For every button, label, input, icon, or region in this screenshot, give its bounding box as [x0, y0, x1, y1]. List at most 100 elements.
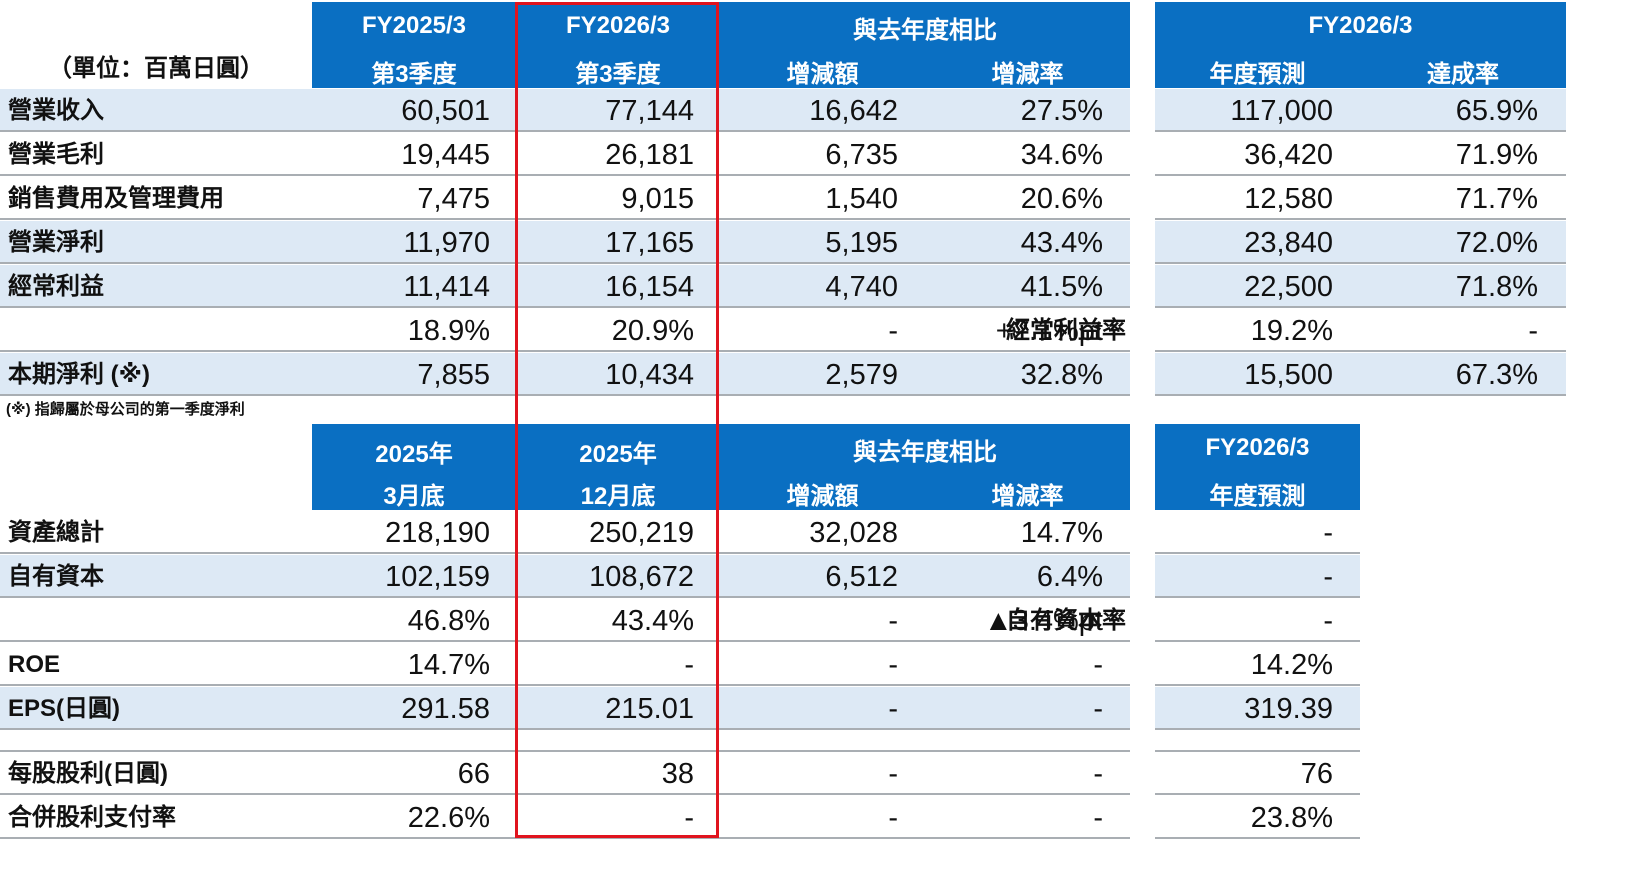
cell-fy2025-q3: 19,445: [401, 139, 490, 171]
row-label: 營業淨利: [8, 229, 104, 256]
row-label: 營業收入: [8, 97, 104, 124]
cell-achievement-rate: 71.7%: [1455, 183, 1538, 215]
cell-achievement-rate: 67.3%: [1455, 359, 1538, 391]
header-forecast-group: FY2026/3 年度預測 達成率: [1155, 2, 1566, 88]
cell-annual-forecast: 36,420: [1244, 139, 1333, 171]
cell-achievement-rate: 72.0%: [1455, 227, 1538, 259]
cell-fy2025-q3: 18.9%: [407, 315, 490, 347]
row-label: 銷售費用及管理費用: [8, 185, 224, 212]
header-change-amount: 增減額: [786, 61, 859, 88]
cell-2025-dec-end: -: [684, 649, 694, 681]
cell-change-amount: 6,735: [825, 139, 898, 171]
cell-achievement-rate: 65.9%: [1455, 95, 1538, 127]
row-label: 本期淨利 (※): [8, 361, 150, 388]
cell-annual-forecast: 22,500: [1244, 271, 1333, 303]
header-forecast-title: FY2026/3: [1308, 12, 1413, 39]
cell-2025-mar-end: 218,190: [385, 517, 490, 549]
cell-achievement-rate: 71.9%: [1455, 139, 1538, 171]
cell-change-rate: +2.1%pt: [995, 315, 1103, 347]
cell-2025-mar-end: 66: [457, 758, 490, 790]
header-yoy-group: 與去年度相比 增減額 增減率: [720, 2, 1130, 88]
row-label: 資產總計: [8, 519, 104, 546]
table-row-forecast: -: [1155, 599, 1360, 642]
header-line2: 年度預測: [1209, 483, 1306, 510]
table-row-forecast: 23,840 72.0%: [1155, 221, 1566, 264]
cell-change-amount: 4,740: [825, 271, 898, 303]
cell-change-amount: -: [888, 802, 898, 834]
cell-annual-forecast: 23.8%: [1250, 802, 1333, 834]
spacer-row: [1155, 731, 1360, 752]
cell-change-rate: 20.6%: [1020, 183, 1103, 215]
header-change-rate: 增減率: [991, 483, 1064, 510]
table-row: 每股股利(日圓) 66 38 - -: [0, 752, 1130, 795]
cell-2025-dec-end: 250,219: [589, 517, 694, 549]
cell-fy2025-q3: 60,501: [401, 95, 490, 127]
header-line2: 3月底: [383, 483, 445, 510]
cell-change-amount: -: [888, 649, 898, 681]
cell-2025-dec-end: -: [684, 802, 694, 834]
cell-change-amount: 6,512: [825, 561, 898, 593]
cell-change-amount: 32,028: [809, 517, 898, 549]
cell-change-amount: 2,579: [825, 359, 898, 391]
cell-achievement-rate: 71.8%: [1455, 271, 1538, 303]
cell-fy2025-q3: 7,855: [417, 359, 490, 391]
cell-fy2026-q3: 26,181: [605, 139, 694, 171]
unit-label: （單位：百萬日圓）: [48, 55, 264, 82]
header-2025-mar-end: 2025年 3月底: [312, 424, 516, 510]
table-row-forecast: -: [1155, 511, 1360, 554]
table-row: 營業毛利 19,445 26,181 6,735 34.6%: [0, 133, 1130, 176]
cell-change-rate: 41.5%: [1020, 271, 1103, 303]
cell-fy2026-q3: 10,434: [605, 359, 694, 391]
cell-annual-forecast: -: [1323, 605, 1333, 637]
cell-annual-forecast: -: [1323, 561, 1333, 593]
header-line1: FY2026/3: [565, 12, 671, 39]
cell-change-rate: 27.5%: [1020, 95, 1103, 127]
table-row-forecast: 19.2% -: [1155, 309, 1566, 352]
table-row: ROE 14.7% - - -: [0, 643, 1130, 686]
cell-change-amount: 16,642: [809, 95, 898, 127]
cell-fy2025-q3: 7,475: [417, 183, 490, 215]
cell-annual-forecast: -: [1323, 517, 1333, 549]
cell-annual-forecast: 19.2%: [1250, 315, 1333, 347]
cell-fy2025-q3: 11,970: [403, 227, 490, 259]
table-row-forecast: 76: [1155, 752, 1360, 795]
cell-fy2026-q3: 20.9%: [611, 315, 694, 347]
row-label: 經常利益率: [1006, 317, 1126, 344]
cell-2025-mar-end: 291.58: [401, 693, 490, 725]
header-line2: 第3季度: [575, 61, 661, 88]
header-achievement-rate: 達成率: [1427, 61, 1499, 88]
cell-annual-forecast: 12,580: [1244, 183, 1333, 215]
cell-annual-forecast: 319.39: [1244, 693, 1333, 725]
table-row-forecast: 14.2%: [1155, 643, 1360, 686]
cell-annual-forecast: 15,500: [1244, 359, 1333, 391]
cell-fy2026-q3: 17,165: [605, 227, 694, 259]
cell-2025-dec-end: 43.4%: [611, 605, 694, 637]
cell-achievement-rate: -: [1528, 315, 1538, 347]
cell-change-rate: 43.4%: [1020, 227, 1103, 259]
table-row-forecast: 319.39: [1155, 687, 1360, 730]
row-label: 自有資本: [8, 563, 104, 590]
table-row: 合併股利支付率 22.6% - - -: [0, 796, 1130, 839]
row-label: ROE: [8, 651, 61, 678]
table-row-forecast: 15,500 67.3%: [1155, 353, 1566, 396]
row-label: EPS(日圓): [8, 695, 121, 722]
cell-change-rate: -: [1093, 802, 1103, 834]
table-row-forecast: 12,580 71.7%: [1155, 177, 1566, 220]
header-annual-forecast: 年度預測: [1209, 61, 1306, 88]
cell-2025-mar-end: 46.8%: [407, 605, 490, 637]
row-label: 經常利益: [8, 273, 104, 300]
table-row: 營業收入 60,501 77,144 16,642 27.5%: [0, 89, 1130, 132]
cell-2025-mar-end: 102,159: [385, 561, 490, 593]
cell-change-rate: 32.8%: [1020, 359, 1103, 391]
cell-fy2026-q3: 77,144: [605, 95, 694, 127]
cell-change-rate: -: [1093, 758, 1103, 790]
table-row: 自有資本 102,159 108,672 6,512 6.4%: [0, 555, 1130, 598]
table-row-forecast: 117,000 65.9%: [1155, 89, 1566, 132]
cell-2025-dec-end: 215.01: [605, 693, 694, 725]
cell-change-amount: 5,195: [825, 227, 898, 259]
table-row-forecast: -: [1155, 555, 1360, 598]
header-2025-dec-end: 2025年 12月底: [516, 424, 720, 510]
header-line1: FY2025/3: [361, 12, 467, 39]
cell-annual-forecast: 76: [1300, 758, 1333, 790]
table-row-forecast: 22,500 71.8%: [1155, 265, 1566, 308]
